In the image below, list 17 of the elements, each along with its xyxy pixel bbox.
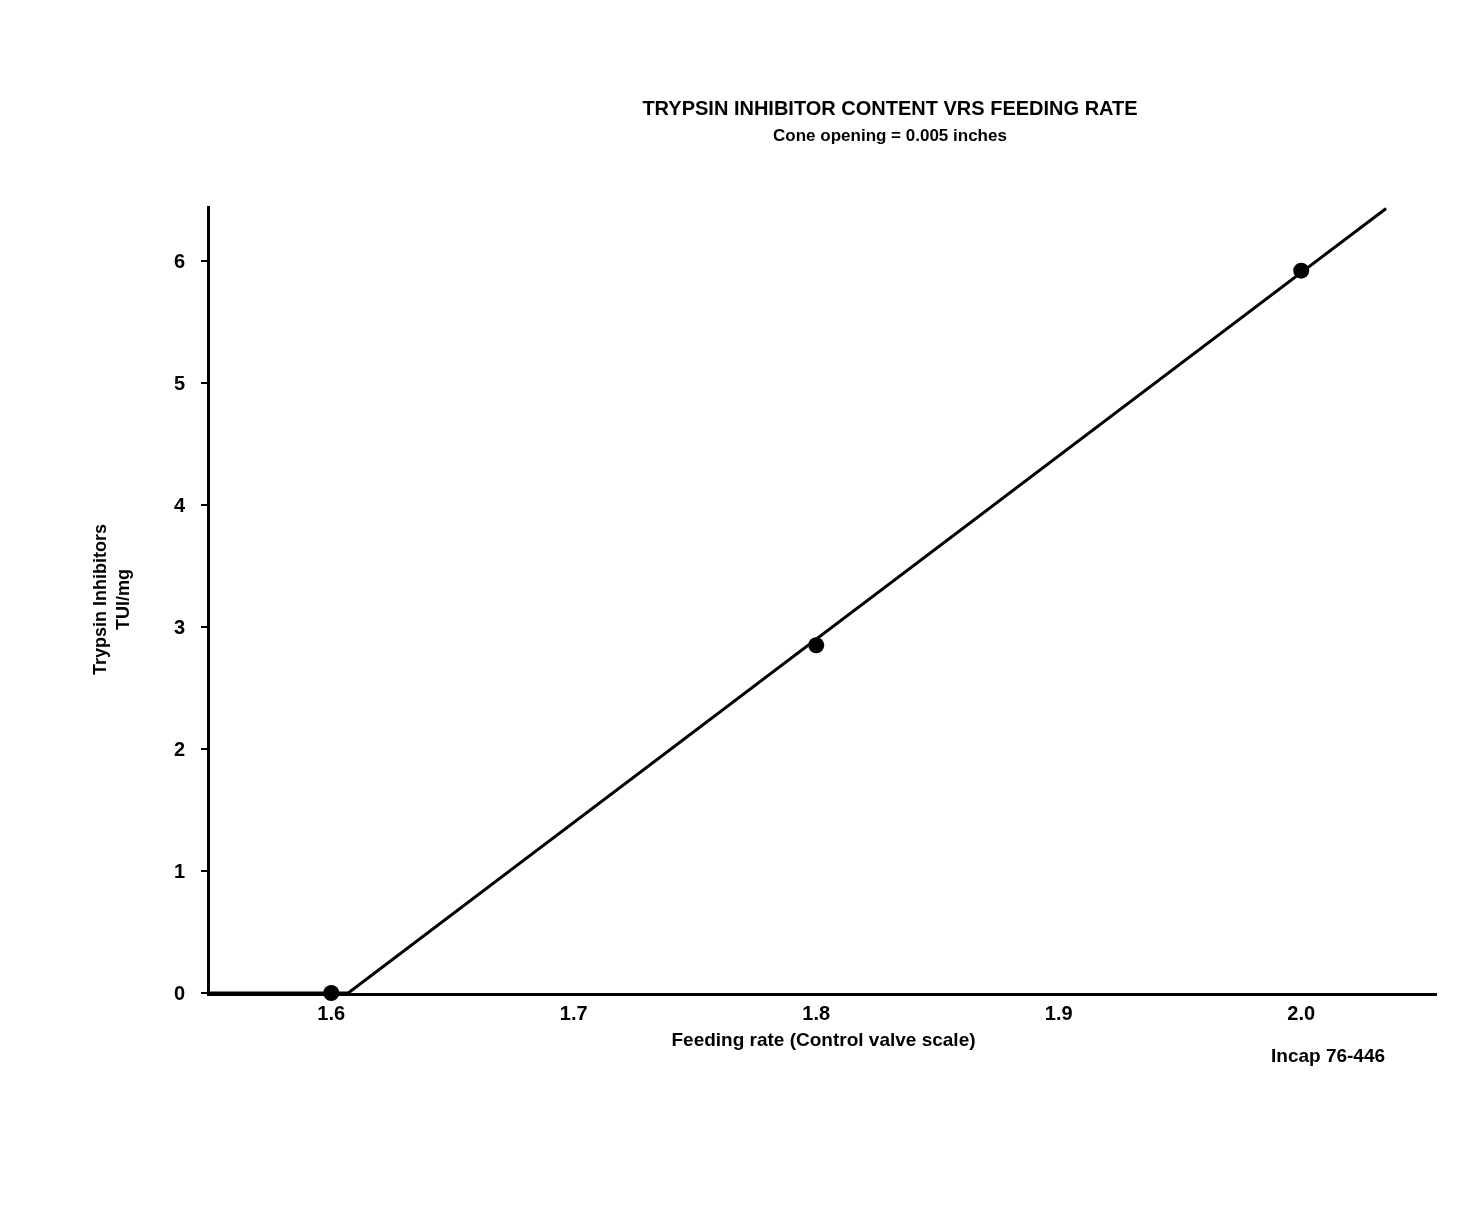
x-tick-label: 2.0: [1287, 1002, 1316, 1024]
y-tick-label: 3: [173, 615, 185, 638]
y-tick-label: 6: [173, 249, 185, 272]
y-tick-label: 1: [173, 859, 185, 882]
x-tick-label: 1.7: [559, 1002, 588, 1024]
x-tick-label: 1.9: [1044, 1002, 1073, 1024]
y-tick-label: 5: [173, 371, 185, 394]
chart-title: TRYPSIN INHIBITOR CONTENT VRS FEEDING RATE: [642, 97, 1138, 119]
y-axis-title: Trypsin Inhibitors TUI/mg: [89, 523, 134, 676]
text: Incap 76-446: [1271, 1045, 1386, 1066]
y-tick-label: 0: [173, 982, 185, 1004]
y-tick-label: 4: [173, 493, 186, 516]
x-tick-label: 1.6: [317, 1002, 346, 1024]
y-tick-label: 2: [173, 737, 185, 760]
chart-subtitle: Cone opening = 0.005 inches: [773, 126, 1007, 145]
x-tick-label: 1.8: [802, 1002, 831, 1024]
x-axis-title: Feeding rate (Control valve scale): [671, 1028, 976, 1050]
